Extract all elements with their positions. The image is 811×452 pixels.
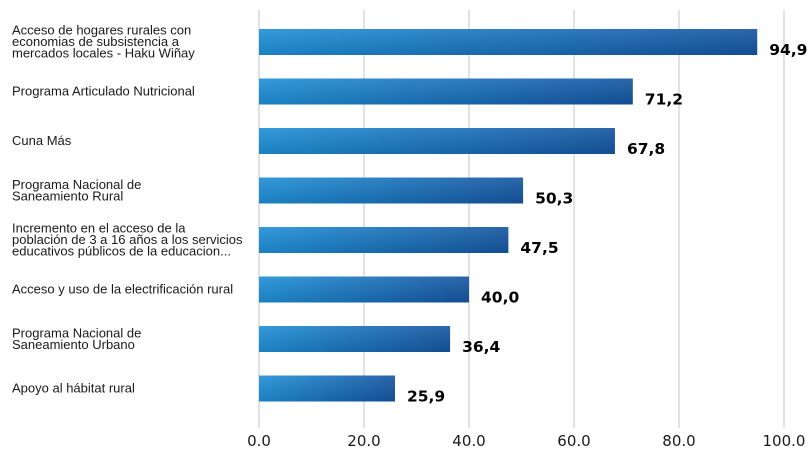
category-label: Cuna Más: [12, 133, 72, 148]
bar-shade: [259, 128, 615, 154]
x-tick-label: 0.0: [247, 432, 271, 450]
x-tick-label: 40.0: [452, 432, 485, 450]
category-label: Programa Nacional de: [12, 177, 141, 192]
x-tick-label: 80.0: [662, 432, 695, 450]
category-label: Incremento en el acceso de la: [12, 221, 186, 236]
data-label: 40,0: [481, 289, 519, 307]
x-axis-ticks: 0.0 20.0 40.0 60.0 80.0 100.0: [247, 432, 805, 450]
data-label: 67,8: [627, 140, 665, 158]
bar-shade: [259, 177, 524, 204]
bar-shade: [259, 276, 469, 303]
data-label: 36,4: [462, 338, 500, 356]
data-label: 47,5: [520, 239, 558, 257]
category-label: Programa Articulado Nutricional: [12, 84, 195, 99]
gridlines: [258, 10, 785, 428]
data-label: 50,3: [535, 190, 573, 208]
x-tick-label: 100.0: [763, 432, 806, 450]
category-label: economias de subsistencia a: [12, 34, 180, 49]
data-label: 94,9: [769, 41, 807, 59]
x-tick-label: 20.0: [347, 432, 380, 450]
bar-shade: [259, 78, 633, 105]
data-label: 25,9: [407, 388, 445, 406]
category-label: mercados locales - Haku Wiñay: [12, 46, 195, 61]
bar-shade: [259, 326, 451, 352]
bar-shade: [259, 375, 395, 402]
category-label: Acceso de hogares rurales con: [12, 23, 191, 38]
category-label: población de 3 a 16 años a los servicios: [12, 232, 243, 247]
x-tick-label: 60.0: [557, 432, 590, 450]
data-label: 71,2: [645, 91, 683, 109]
category-label: Programa Nacional de: [12, 325, 141, 340]
bar-shade: [259, 227, 509, 253]
category-label: Saneamiento Urbano: [12, 337, 135, 352]
value-labels: 94,9 71,2 67,8 50,3 47,5 40,0 36,4 25,9: [407, 41, 807, 406]
category-label: Apoyo al hábitat rural: [12, 381, 135, 396]
category-label: educativos públicos de la educacion...: [12, 244, 231, 259]
category-label: Acceso y uso de la electrificación rural: [12, 282, 233, 297]
category-label: Saneamiento Rural: [12, 188, 123, 203]
bar-shade: [259, 29, 758, 55]
bars: [259, 29, 758, 402]
